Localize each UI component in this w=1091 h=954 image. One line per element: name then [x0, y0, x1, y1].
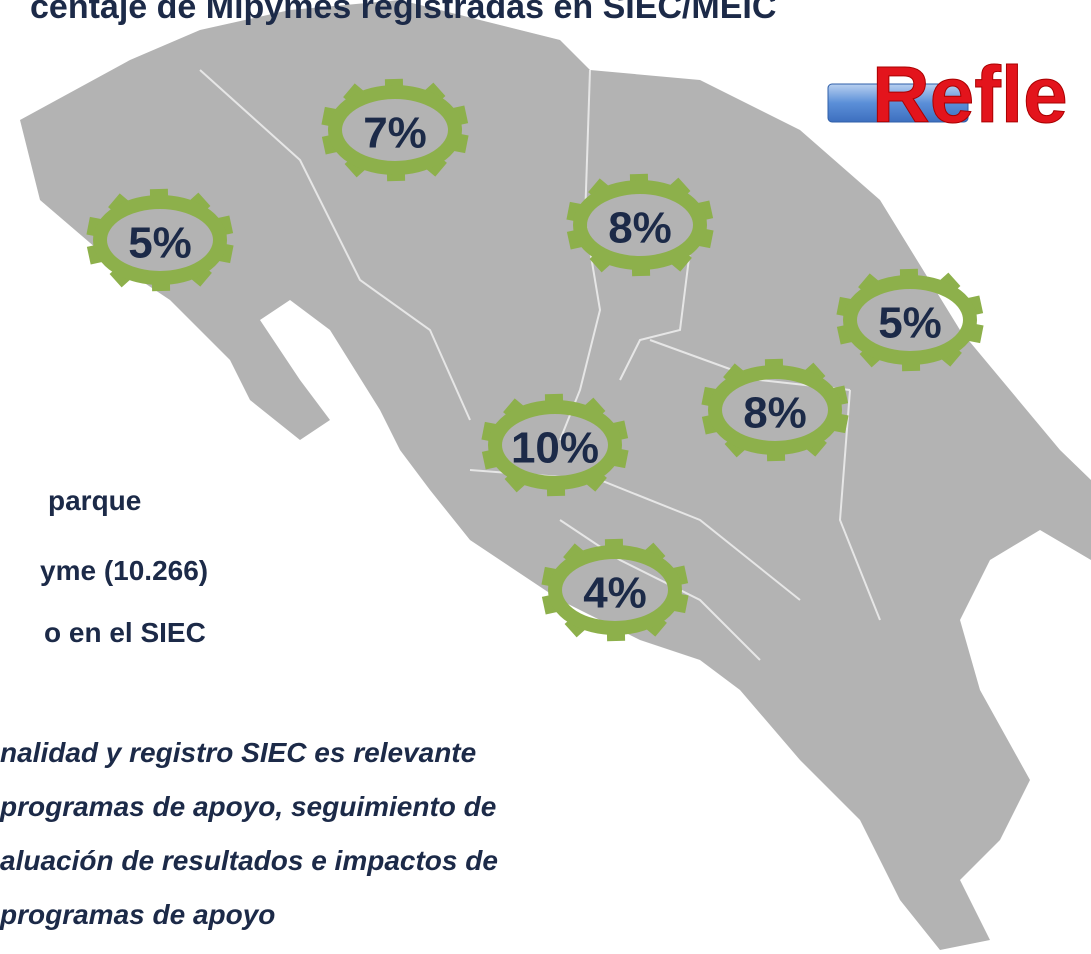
summary-line: parque — [48, 485, 141, 516]
gear-ring — [843, 275, 977, 365]
gear-ring — [93, 195, 227, 285]
region-label: 5% — [128, 219, 192, 268]
banner-box — [827, 83, 969, 123]
region-label: 7% — [363, 109, 427, 158]
summary-line: yme (10.266) — [40, 555, 208, 586]
region-label: 5% — [878, 299, 942, 348]
region-label: 8% — [608, 204, 672, 253]
gear-ring — [708, 365, 842, 455]
note-line: aluación de resultados e impactos de — [0, 845, 498, 876]
region-label: 8% — [743, 389, 807, 438]
note-line: programas de apoyo — [0, 899, 275, 930]
region-label: 10% — [511, 424, 599, 473]
gear: 8% — [566, 173, 714, 277]
gear: 5% — [836, 268, 984, 372]
gear: 5% — [86, 188, 234, 292]
note-line: programas de apoyo, seguimiento de — [0, 791, 496, 822]
title: centaje de Mipymes registradas en SIEC/M… — [30, 0, 776, 26]
gear: 8% — [701, 358, 849, 462]
banner-text: Refle — [872, 50, 1068, 139]
gear: 7% — [321, 78, 469, 182]
gear-ring — [328, 85, 462, 175]
gear-ring — [488, 400, 622, 490]
gear: 4% — [541, 538, 689, 642]
note-line: nalidad y registro SIEC es relevante — [0, 737, 476, 768]
gear: 10% — [481, 393, 629, 497]
gear-ring — [573, 180, 707, 270]
region-label: 4% — [583, 569, 647, 618]
map-country — [20, 0, 1091, 950]
gear-ring — [548, 545, 682, 635]
summary-line: o en el SIEC — [44, 617, 206, 648]
